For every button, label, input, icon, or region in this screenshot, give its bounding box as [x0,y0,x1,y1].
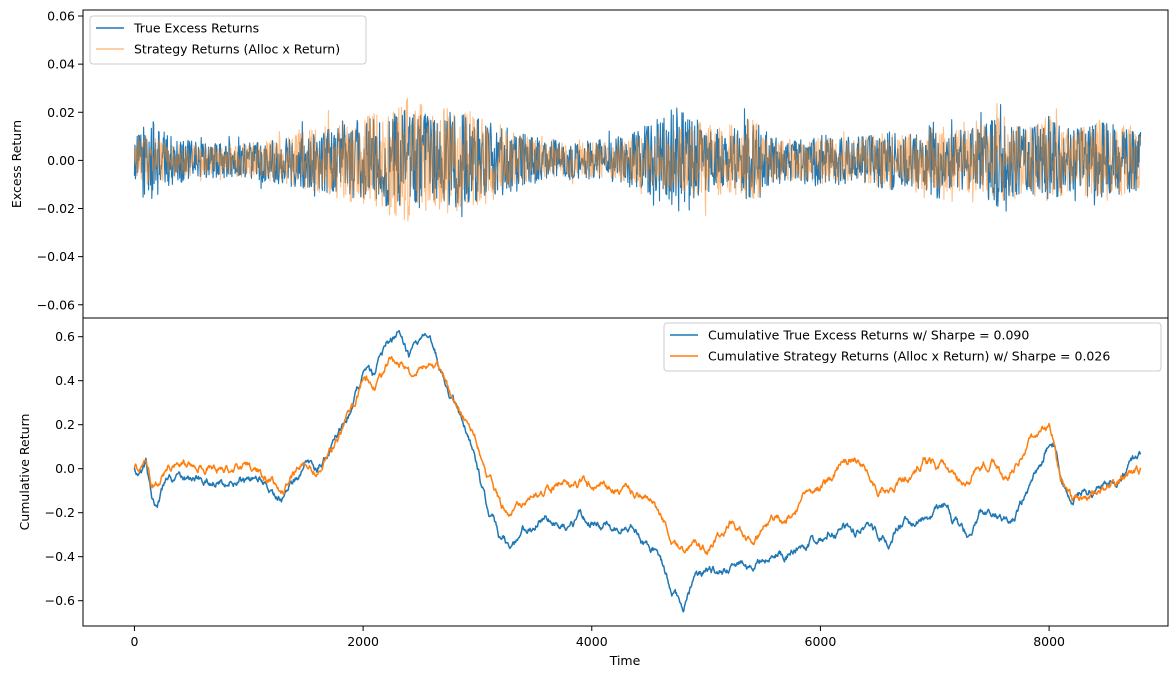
top-series-group [133,97,1142,222]
bottom-series-line-true [133,329,1142,613]
top-y-tick-label: 0.04 [47,57,75,72]
bottom-y-tick-label: −0.6 [45,593,75,608]
top-y-axis-label: Excess Return [9,120,24,208]
bottom-legend-label-true: Cumulative True Excess Returns w/ Sharpe… [708,328,1029,343]
bottom-x-ticks: 0 2000 4000 6000 8000 [130,626,1065,649]
bottom-y-tick-label: −0.4 [45,549,75,564]
bottom-x-tick-label: 6000 [805,634,837,649]
top-y-tick-label: −0.02 [37,201,75,216]
bottom-series-line-strategy [133,355,1142,556]
bottom-axes-frame [82,317,1169,627]
bottom-y-tick-label: 0.4 [55,373,75,388]
bottom-panel: −0.6 −0.4 −0.2 0.0 0.2 0.4 0.6 0 2000 4000 6000 80… [17,317,1169,668]
bottom-x-tick-label: 4000 [576,634,608,649]
bottom-x-tick-label: 8000 [1033,634,1065,649]
bottom-x-axis-label: Time [609,653,641,668]
top-y-tick-label: 0.06 [47,9,75,24]
top-y-tick-label: 0.00 [47,153,75,168]
top-legend: True Excess Returns Strategy Returns (Al… [89,15,367,65]
top-legend-label-true: True Excess Returns [133,21,259,36]
top-series-line-strategy [133,97,1142,222]
bottom-x-tick-label: 2000 [347,634,379,649]
bottom-legend: Cumulative True Excess Returns w/ Sharpe… [663,322,1162,372]
bottom-y-tick-label: −0.2 [45,505,75,520]
bottom-y-tick-label: 0.0 [55,461,75,476]
bottom-legend-box [663,322,1162,372]
bottom-y-ticks: −0.6 −0.4 −0.2 0.0 0.2 0.4 0.6 [45,329,83,608]
top-y-tick-label: −0.04 [37,249,75,264]
top-panel: −0.06 −0.04 −0.02 0.00 0.02 0.04 0.06 Excess R… [9,9,1169,319]
bottom-series-group [133,329,1142,613]
bottom-x-tick-label: 0 [130,634,138,649]
top-legend-box [89,15,367,65]
top-y-ticks: −0.06 −0.04 −0.02 0.00 0.02 0.04 0.06 [37,9,83,312]
bottom-y-tick-label: 0.6 [55,329,75,344]
bottom-y-tick-label: 0.2 [55,417,75,432]
top-y-tick-label: 0.02 [47,105,75,120]
top-y-tick-label: −0.06 [37,297,75,312]
bottom-y-axis-label: Cumulative Return [17,414,32,531]
top-legend-label-strategy: Strategy Returns (Alloc x Return) [134,42,340,57]
bottom-legend-label-strategy: Cumulative Strategy Returns (Alloc x Ret… [708,349,1110,364]
